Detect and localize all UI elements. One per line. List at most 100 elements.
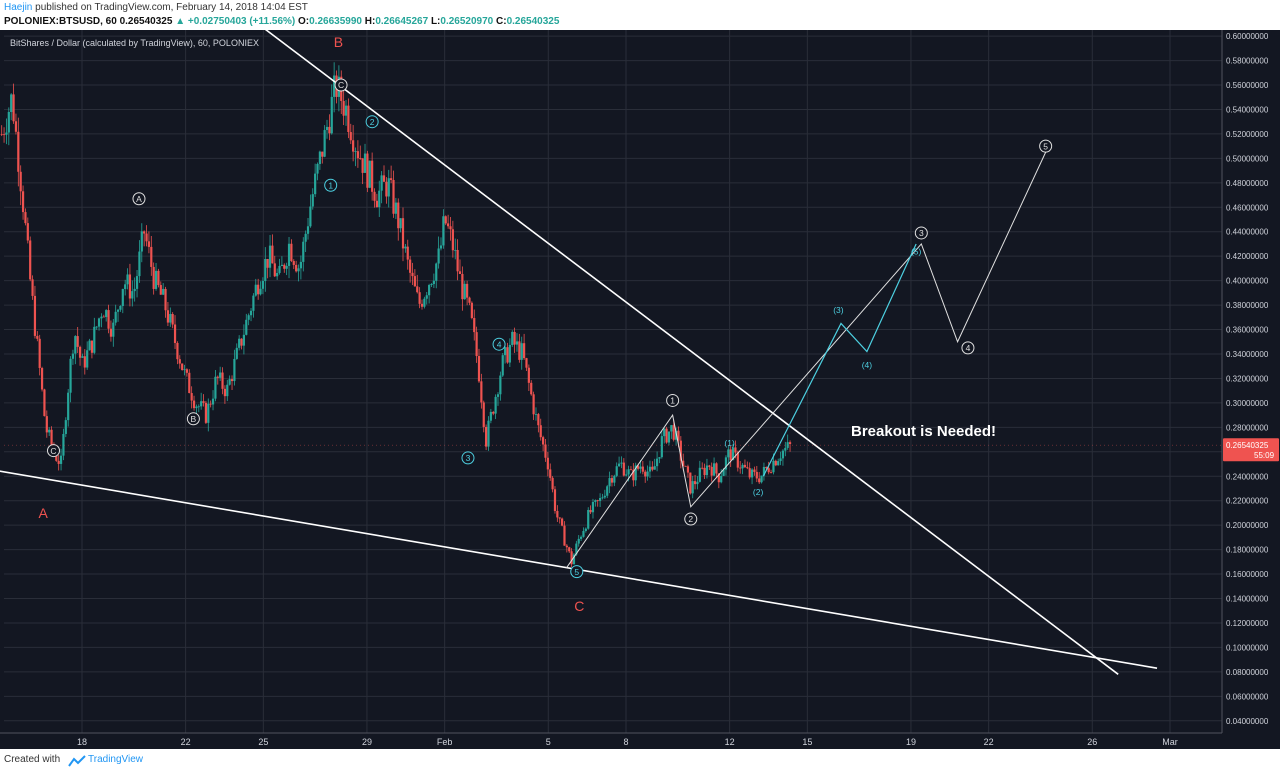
y-tick-label: 0.38000000 <box>1226 301 1269 310</box>
tradingview-brand-link[interactable]: TradingView <box>88 754 144 765</box>
candle-body <box>530 382 533 395</box>
wave-label-subminor: (4) <box>862 360 873 370</box>
y-tick-label: 0.54000000 <box>1226 105 1269 114</box>
candle-body <box>451 229 454 251</box>
candle-body <box>425 295 428 299</box>
candle-body <box>480 381 483 403</box>
candle-body <box>684 465 687 467</box>
close-label: C: <box>496 16 507 27</box>
candle-body <box>88 340 91 351</box>
candle-body <box>779 458 782 462</box>
candle-body <box>226 384 229 397</box>
wave-label-abc: A <box>136 194 142 204</box>
candle-body <box>266 258 269 268</box>
candle-body <box>86 350 89 368</box>
candle-body <box>513 331 516 345</box>
x-tick-label: 22 <box>984 737 994 747</box>
candle-body <box>81 356 84 358</box>
candle-body <box>359 158 362 160</box>
candle-body <box>93 326 96 353</box>
candle-body <box>209 403 212 405</box>
y-tick-label: 0.28000000 <box>1226 423 1269 432</box>
candle-body <box>352 140 355 152</box>
y-tick-label: 0.20000000 <box>1226 521 1269 530</box>
candle-body <box>342 100 345 116</box>
y-tick-label: 0.48000000 <box>1226 179 1269 188</box>
footer: Created with TradingView <box>0 749 1280 773</box>
candle-body <box>143 231 146 234</box>
candle-body <box>575 543 578 555</box>
wave-label-abc-circle <box>334 78 348 92</box>
candle-body <box>330 96 333 134</box>
candle-body <box>261 280 265 289</box>
candle-body <box>553 489 557 511</box>
y-tick-label: 0.12000000 <box>1226 619 1269 628</box>
y-tick-label: 0.08000000 <box>1226 668 1269 677</box>
candle-body <box>325 126 329 131</box>
chart-container[interactable]: 0.04000000 0.06000000 0.08000000 0.10000000… <box>0 30 1280 750</box>
candle-body <box>159 285 162 295</box>
tradingview-logo-icon[interactable] <box>68 755 86 767</box>
candle-body <box>233 358 236 382</box>
candle-body <box>760 475 763 483</box>
candle-body <box>577 538 580 544</box>
candle-body <box>33 295 37 336</box>
candle-body <box>259 288 262 295</box>
candle-body <box>378 190 381 208</box>
candle-body <box>746 467 749 469</box>
y-tick-label: 0.60000000 <box>1226 32 1269 41</box>
candle-body <box>382 175 386 182</box>
wave-label-abc: C <box>338 80 344 90</box>
candle-body <box>601 497 604 499</box>
cyan-wave-projection <box>762 243 917 477</box>
y-tick-label: 0.10000000 <box>1226 643 1269 652</box>
candle-body <box>504 347 507 356</box>
price-chart[interactable]: 0.04000000 0.06000000 0.08000000 0.10000000… <box>0 30 1280 750</box>
candle-body <box>7 112 10 133</box>
candle-body <box>135 276 139 289</box>
low-label: L: <box>430 16 441 27</box>
x-tick-label: 22 <box>181 737 191 747</box>
candle-body <box>750 469 754 478</box>
candle-body <box>190 393 193 401</box>
candle-body <box>31 279 34 296</box>
candle-body <box>458 271 462 274</box>
candle-body <box>430 283 433 286</box>
candle-body <box>285 265 288 269</box>
candle-body <box>634 465 637 481</box>
candle-body <box>672 425 675 440</box>
candle-body <box>314 173 317 195</box>
candle-body <box>48 429 51 433</box>
candle-body <box>563 525 566 546</box>
major-wave-label: C <box>574 598 584 614</box>
candle-body <box>264 258 267 281</box>
major-wave-label: B <box>334 34 343 50</box>
x-tick-label: 5 <box>546 737 551 747</box>
candle-body <box>494 396 497 414</box>
candle-body <box>178 359 181 364</box>
candle-body <box>204 402 208 423</box>
candle-body <box>641 466 644 472</box>
candle-body <box>171 314 174 325</box>
candle-body <box>727 449 730 458</box>
candle-body <box>525 358 528 368</box>
wave-label-abc: B <box>191 414 197 424</box>
candle-body <box>717 473 720 483</box>
candle-body <box>492 411 495 414</box>
author-name[interactable]: Haejin <box>4 2 33 13</box>
y-tick-label: 0.14000000 <box>1226 595 1269 604</box>
candle-body <box>722 469 725 476</box>
candle-body <box>767 468 770 473</box>
candle-body <box>729 449 732 461</box>
symbol-label: POLONIEX:BTSUSD, 60 <box>4 16 117 27</box>
candle-body <box>691 481 694 494</box>
candle-body <box>603 495 606 498</box>
candle-body <box>354 151 357 152</box>
candle-body <box>769 472 773 474</box>
candle-body <box>219 372 222 378</box>
candle-body <box>176 342 179 360</box>
candle-body <box>475 332 478 357</box>
candle-body <box>164 288 167 311</box>
x-tick-label: Mar <box>1162 737 1178 747</box>
candle-body <box>456 249 459 272</box>
